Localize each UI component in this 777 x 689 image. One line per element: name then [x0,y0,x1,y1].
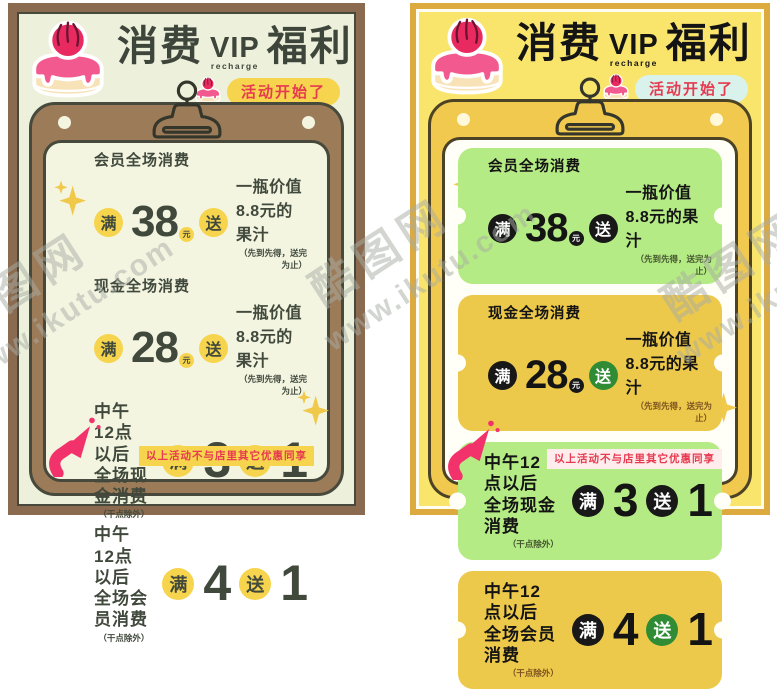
offer-heading: 会员全场消费 [488,159,581,175]
amount-value: 38 元 [525,208,584,248]
offer-card-cash-spend: 现金全场消费 满 28 元 送 一瓶价值8.8元的果汁 （先到先得，送完为止） [458,295,722,431]
offers-board: 会员全场消费 满 38 元 送 一瓶价值8.8元的果汁 （先到先得，送完为止） 现… [442,137,738,689]
offer-card-member-spend: 会员全场消费 满 38 元 送 一瓶价值8.8元的果汁 （先到先得，送完为止） [458,148,722,284]
pink-arrow-icon [46,411,104,477]
buy-amount: 4 [203,555,231,612]
song-badge: 送 [646,485,679,517]
title-consume: 消费 [516,20,602,66]
gift-description: 一瓶价值8.8元的果汁 [235,305,302,370]
buy-amount: 3 [612,474,639,527]
clip-hole-right [302,116,315,129]
amount-value: 38 元 [131,200,194,244]
man-badge: 满 [94,207,123,237]
song-badge: 送 [198,333,228,363]
man-badge: 满 [488,213,517,243]
buy-amount: 4 [612,603,639,656]
yuan-badge: 元 [568,378,584,393]
offer-heading-line2: 全场会员消费 [484,624,556,665]
man-badge: 满 [571,614,604,646]
pink-arrow-icon [445,414,503,480]
activity-started-badge: 活动开始了 [226,78,340,106]
recharge-label: recharge [210,61,259,72]
gift-description: 一瓶价值8.8元的果汁 [235,179,302,244]
offer-heading-line1: 中午12点以后 [94,402,133,464]
clip-hole-left [457,113,470,126]
offer-heading-line1: 中午12点以后 [484,582,541,623]
exclusion-note: （干点除外） [507,539,559,549]
disclaimer-text: 以上活动不与店里其它优惠同享 [547,449,722,469]
clipboard: 会员全场消费 满 38 元 送 一瓶价值8.8元的果汁 （先到先得，送完为止） 现… [29,102,344,643]
exclusion-note: （干点除外） [507,668,559,678]
page: 消费 VIP recharge 福利 活动开始了 会员全场消费 [0,0,777,518]
offer-member-spend: 会员全场消费 满 38 元 送 一瓶价值8.8元的果汁 （先到先得，送完为止） [94,149,307,271]
offer-heading-line1: 中午12点以后 [484,453,541,494]
vip-label: VIP [210,32,260,64]
gift-note: （先到先得，送完为止） [238,248,307,270]
title-benefit: 福利 [266,23,353,69]
yuan-badge: 元 [568,231,584,246]
amount-value: 28 元 [131,326,194,370]
vip-label: VIP [609,29,659,61]
song-badge: 送 [646,614,679,646]
song-badge: 送 [198,207,228,237]
strawberry-cake-icon [421,14,513,102]
free-amount: 1 [687,603,713,656]
vip-block: VIP recharge [210,32,260,72]
offer-heading-line1: 中午12点以后 [94,525,133,587]
free-amount: 1 [687,474,713,527]
poster-header: 消费 VIP recharge 福利 活动开始了 [416,9,764,107]
yuan-badge: 元 [178,226,194,242]
gift-description: 一瓶价值8.8元的果汁 [625,332,699,397]
gift-note: （先到先得，送完为止） [635,401,712,423]
title-consume: 消费 [117,23,203,69]
exclusion-note: （干点除外） [98,632,150,643]
song-badge: 送 [239,567,272,600]
recharge-label: recharge [609,58,658,69]
poster-title: 消费 VIP recharge 福利 [117,23,353,72]
offer-heading: 现金全场消费 [94,278,191,295]
clipboard: 会员全场消费 满 38 元 送 一瓶价值8.8元的果汁 （先到先得，送完为止） 现… [428,99,752,689]
free-amount: 1 [280,555,308,612]
exclusion-note: （干点除外） [98,509,150,520]
offers-board: 会员全场消费 满 38 元 送 一瓶价值8.8元的果汁 （先到先得，送完为止） 现… [43,140,331,643]
gift-note: （先到先得，送完为止） [635,254,712,276]
sparkle-icon [54,179,88,219]
activity-badge-row: 活动开始了 [600,73,748,103]
yuan-badge: 元 [178,352,194,368]
clip-hole-left [58,116,71,129]
poster-cream-variant[interactable]: 消费 VIP recharge 福利 活动开始了 会员全场消费 [8,3,365,643]
offer-cash-spend: 现金全场消费 满 28 元 送 一瓶价值8.8元的果汁 （先到先得，送完为止） [94,275,307,397]
amount-value: 28 元 [525,355,584,395]
offer-card-noon-member: 中午12点以后 全场会员消费 （干点除外） 满 4 送 1 [458,571,722,689]
man-badge: 满 [488,360,517,390]
poster-title: 消费 VIP recharge 福利 [516,20,752,69]
vip-block: VIP recharge [609,29,659,69]
sparkle-icon [297,389,331,429]
offer-noon-member: 中午12点以后 全场会员消费 （干点除外） 满 4 送 1 [94,524,308,643]
disclaimer-text: 以上活动不与店里其它优惠同享 [139,446,314,466]
offer-heading-line2: 全场现金消费 [94,465,148,506]
gift-note: （先到先得，送完为止） [238,374,307,396]
poster-header: 消费 VIP recharge 福利 活动开始了 [17,12,356,110]
song-badge: 送 [588,213,618,243]
man-badge: 满 [162,567,195,600]
man-badge: 满 [571,485,604,517]
offer-heading: 会员全场消费 [94,152,191,169]
song-badge: 送 [588,360,618,390]
offer-heading-line2: 全场现金消费 [484,495,556,536]
clip-hole-right [710,113,723,126]
offer-heading: 现金全场消费 [488,306,581,322]
title-benefit: 福利 [665,20,752,66]
strawberry-cake-icon [22,17,114,105]
offer-heading-line2: 全场会员消费 [94,589,148,630]
activity-started-badge: 活动开始了 [634,75,748,103]
activity-badge-row: 活动开始了 [192,76,340,106]
man-badge: 满 [94,333,123,363]
poster-yellow-variant[interactable]: 消费 VIP recharge 福利 活动开始了 会员全场消费 [410,3,770,689]
gift-description: 一瓶价值8.8元的果汁 [625,185,699,250]
